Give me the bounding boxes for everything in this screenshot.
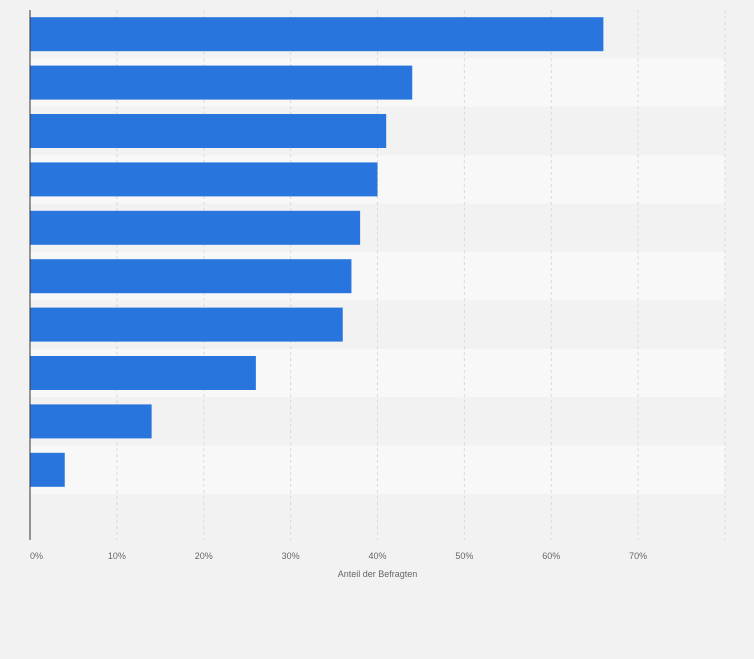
x-tick-label: 50%	[455, 551, 473, 561]
x-tick-label: 70%	[629, 551, 647, 561]
x-tick-label: 40%	[368, 551, 386, 561]
bar-7[interactable]	[30, 307, 343, 342]
x-tick-label: 60%	[542, 551, 560, 561]
bar-1[interactable]	[30, 17, 604, 52]
bar-4[interactable]	[30, 162, 378, 197]
x-tick-label: 0%	[30, 551, 43, 561]
x-tick-label: 20%	[195, 551, 213, 561]
bars	[30, 17, 604, 487]
x-axis-title: Anteil der Befragten	[338, 569, 418, 579]
x-tick-label: 10%	[108, 551, 126, 561]
x-tick-labels: 0% 10% 20% 30% 40% 50% 60% 70%	[30, 551, 647, 561]
bar-5[interactable]	[30, 210, 361, 245]
bar-3[interactable]	[30, 114, 387, 148]
bar-2[interactable]	[30, 65, 413, 100]
bar-9[interactable]	[30, 404, 152, 439]
bar-8[interactable]	[30, 356, 256, 390]
x-tick-label: 30%	[282, 551, 300, 561]
bar-10[interactable]	[30, 452, 65, 487]
bar-6[interactable]	[30, 259, 352, 294]
